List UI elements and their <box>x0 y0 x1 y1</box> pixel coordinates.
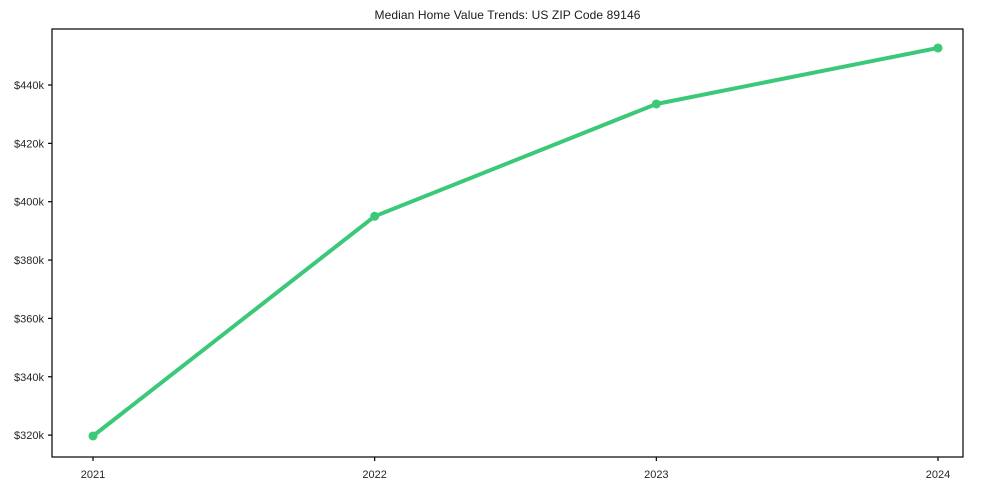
y-tick-label: $420k <box>14 138 44 150</box>
x-tick-label: 2021 <box>81 469 105 481</box>
y-tick-label: $440k <box>14 80 44 92</box>
x-tick-label: 2024 <box>926 469 950 481</box>
x-tick-label: 2023 <box>644 469 668 481</box>
chart-title: Median Home Value Trends: US ZIP Code 89… <box>374 8 641 22</box>
y-tick-label: $400k <box>14 197 44 209</box>
data-point-marker <box>651 99 661 109</box>
axes-box <box>51 28 964 458</box>
data-point-marker <box>88 431 98 441</box>
data-point-marker <box>370 211 380 221</box>
data-point-marker <box>933 43 943 53</box>
y-tick-label: $340k <box>14 372 44 384</box>
y-tick-label: $320k <box>14 430 44 442</box>
y-tick-label: $380k <box>14 255 44 267</box>
trend-line <box>91 45 940 438</box>
x-tick-label: 2022 <box>362 469 386 481</box>
y-tick-label: $360k <box>14 313 44 325</box>
